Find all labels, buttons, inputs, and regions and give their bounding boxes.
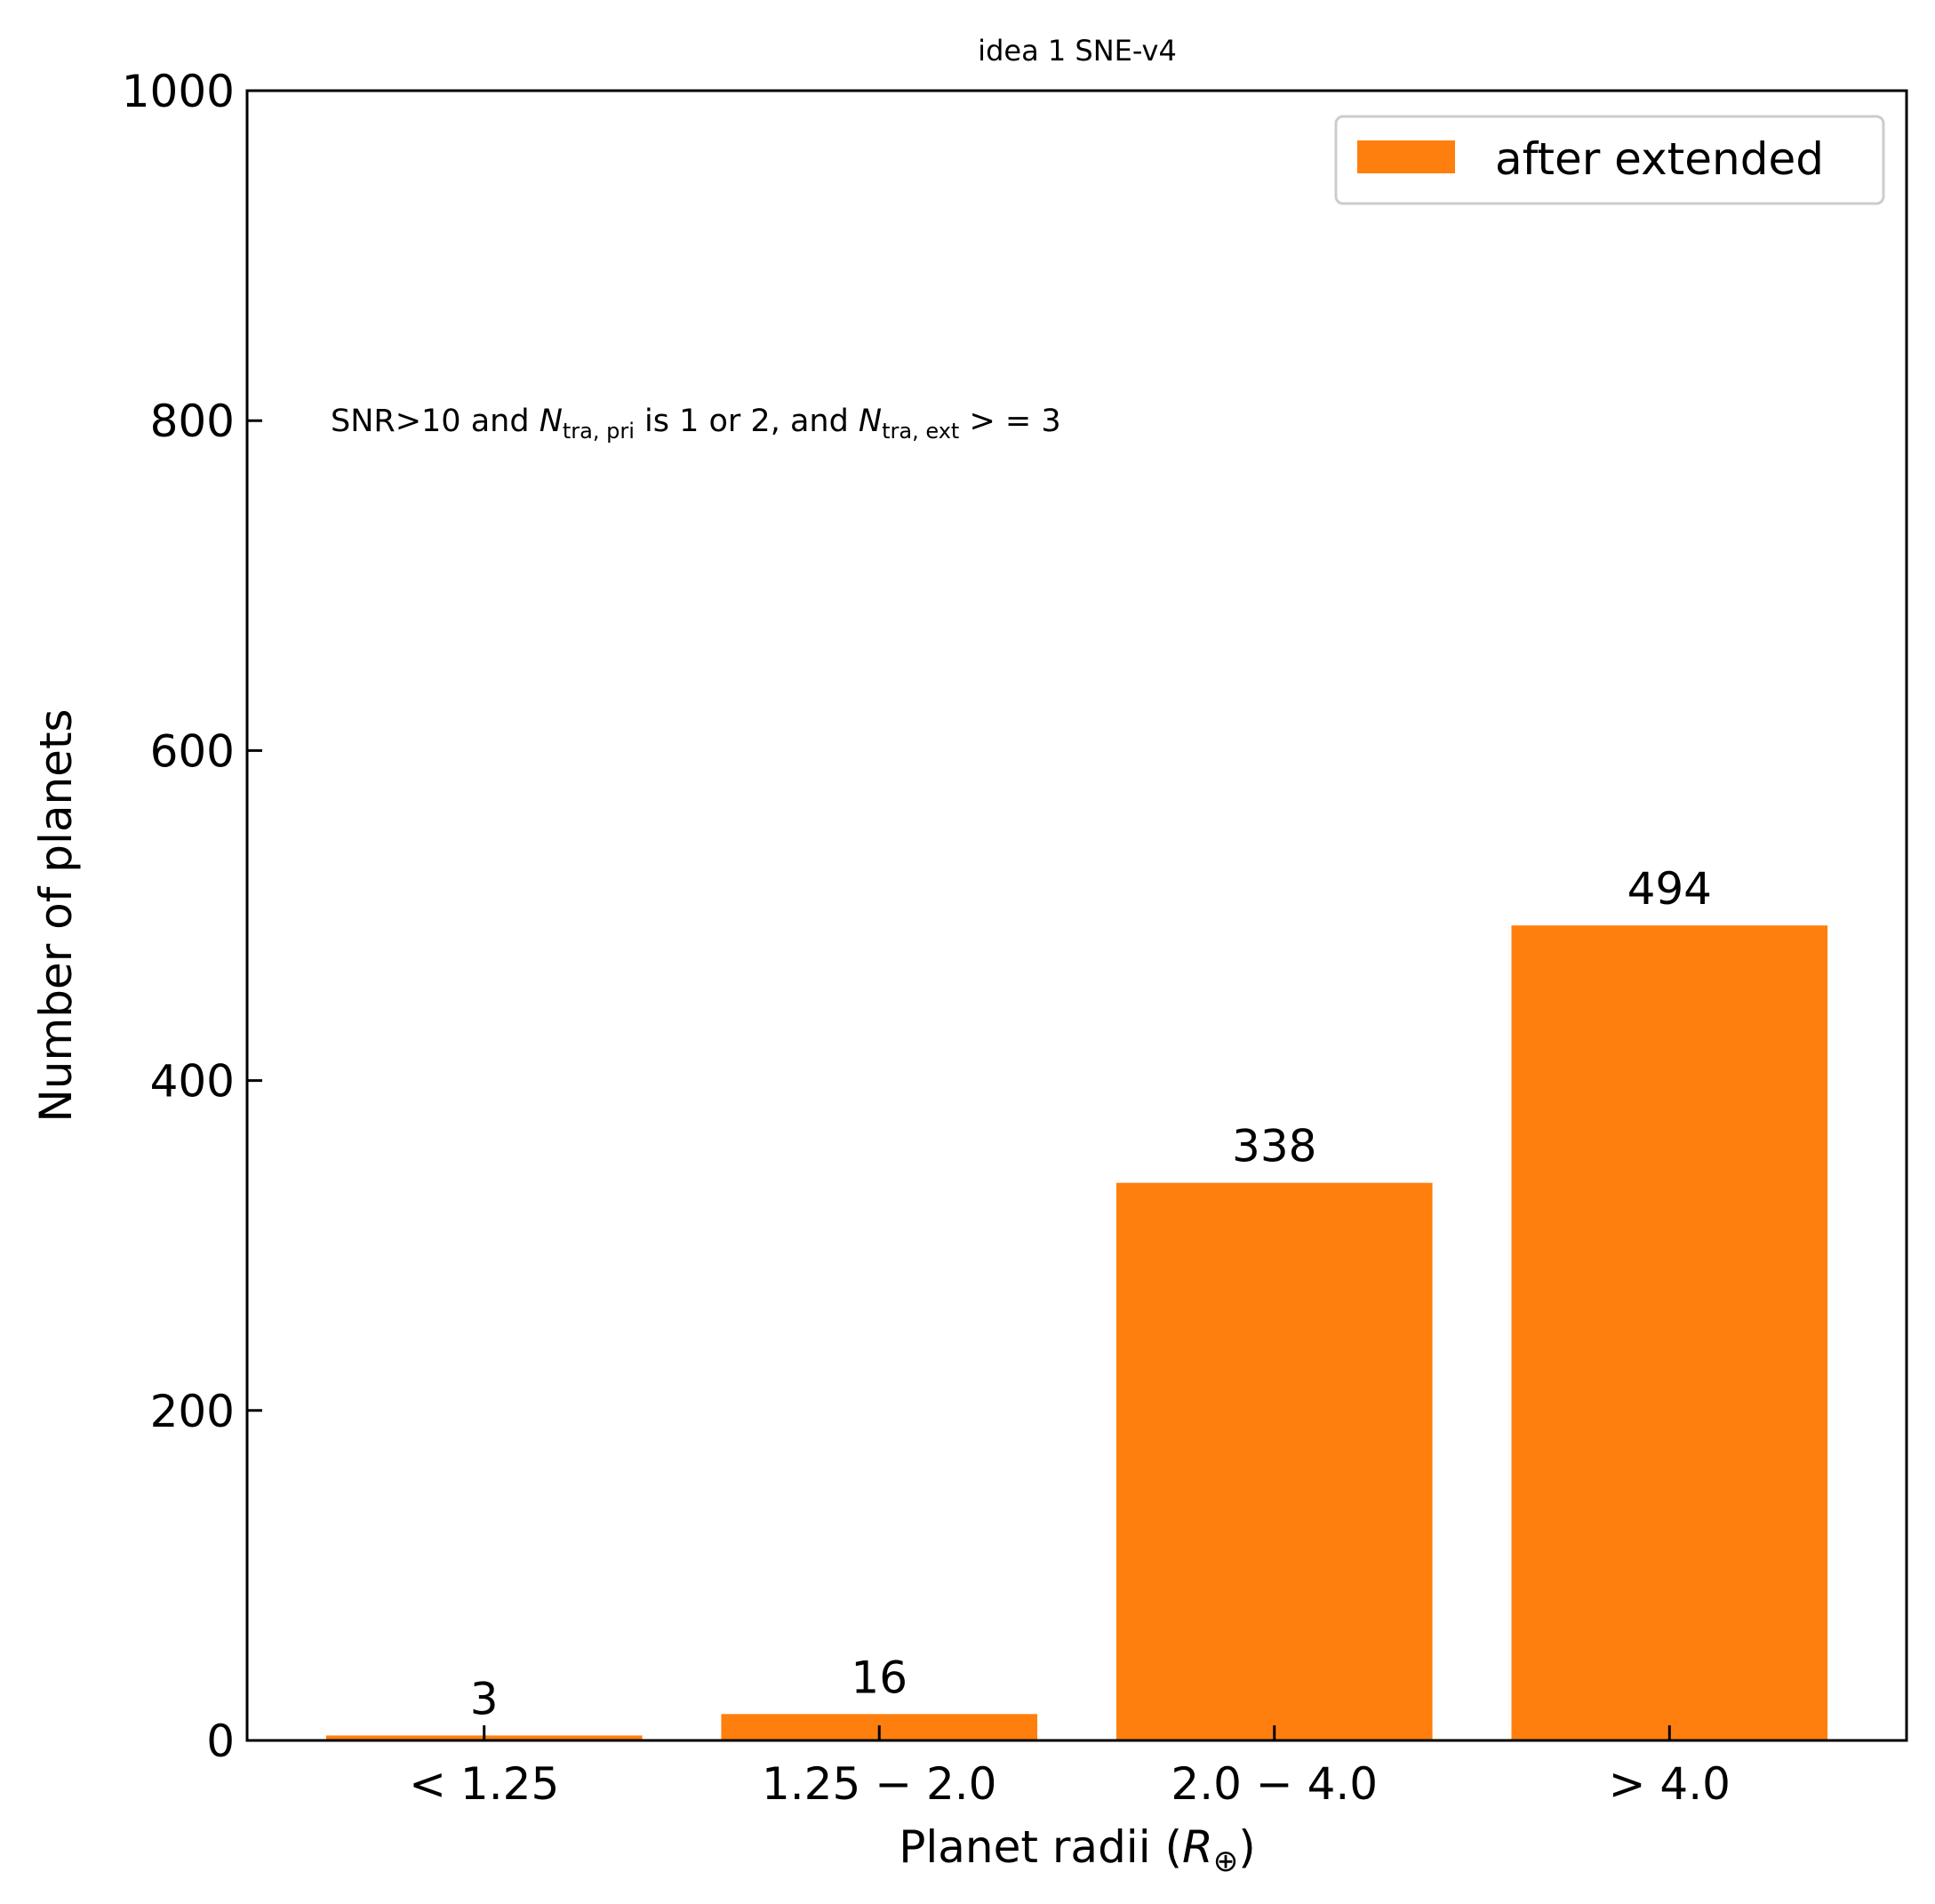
y-tick-label-4: 800	[150, 396, 235, 447]
x-axis-label-symbol: R	[1182, 1821, 1213, 1873]
plot-frame	[245, 89, 1908, 1742]
legend-label: after extended	[1495, 133, 1824, 185]
chart-title: idea 1 SNE-v4	[978, 34, 1177, 68]
x-axis-label-subscript: ⊕	[1213, 1844, 1239, 1879]
legend-box	[1334, 115, 1885, 205]
y-axis-label: Number of planets	[30, 708, 82, 1122]
bar-3	[1511, 925, 1828, 1740]
y-tick-label-5: 1000	[122, 66, 235, 117]
annotation-part-3: > = 3	[959, 404, 1060, 439]
bar-value-label-3: 494	[1627, 863, 1712, 915]
bar-2	[1115, 1182, 1433, 1740]
condition-annotation: SNR>10 and Ntra, pri is 1 or 2, and Ntra…	[331, 404, 1061, 444]
annotation-n-ext: N	[859, 404, 882, 439]
x-tick-label-0: < 1.25	[409, 1758, 559, 1810]
legend: after extended	[1334, 115, 1885, 205]
annotation-part-2: is 1 or 2, and	[635, 404, 859, 439]
bar-value-label-0: 3	[470, 1673, 499, 1724]
annotation-part-1: SNR>10 and	[331, 404, 540, 439]
legend-swatch	[1357, 140, 1455, 173]
bar-labels-group: 3 16 338 494	[470, 863, 1712, 1724]
x-axis-label-main: Planet radii (	[899, 1821, 1182, 1873]
y-tick-label-0: 0	[206, 1716, 235, 1767]
y-tick-label-3: 600	[150, 725, 235, 777]
x-tick-label-3: > 4.0	[1609, 1758, 1731, 1810]
x-ticks-group: < 1.25 1.25 − 2.0 2.0 − 4.0 > 4.0	[409, 1725, 1731, 1810]
annotation-sub-ext: tra, ext	[882, 419, 959, 444]
x-axis-label-close: )	[1238, 1821, 1256, 1873]
bar-value-label-2: 338	[1232, 1121, 1316, 1172]
y-ticks-group: 0 200 400 600 800 1000	[122, 66, 262, 1767]
y-tick-label-1: 200	[150, 1386, 235, 1437]
annotation-sub-pri: tra, pri	[563, 419, 635, 444]
x-axis-label: Planet radii (R⊕)	[899, 1821, 1256, 1879]
x-tick-label-2: 2.0 − 4.0	[1171, 1758, 1378, 1810]
annotation-n-pri: N	[540, 404, 563, 439]
x-tick-label-1: 1.25 − 2.0	[762, 1758, 997, 1810]
bar-value-label-1: 16	[851, 1652, 908, 1703]
y-tick-label-2: 400	[150, 1056, 235, 1108]
